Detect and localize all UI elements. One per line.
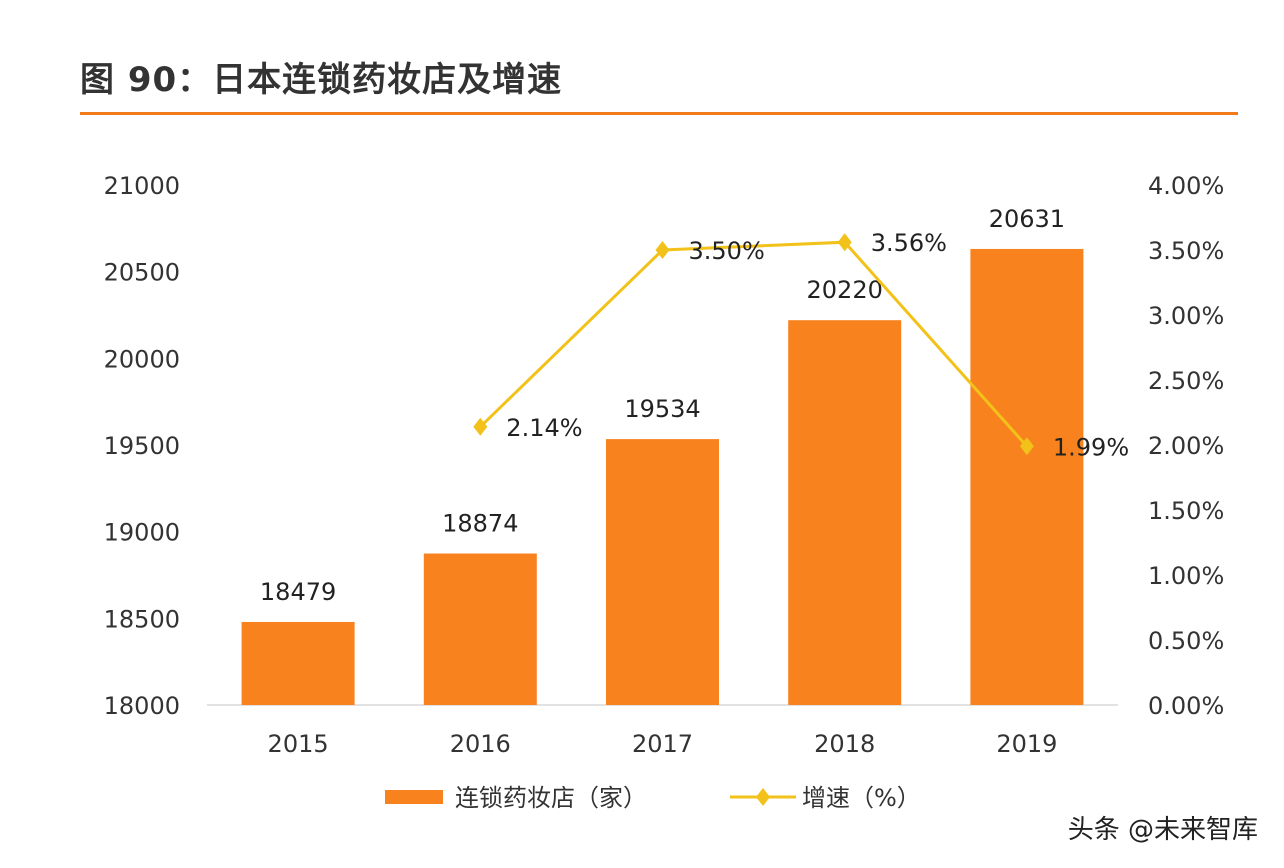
y-right-tick-label: 3.00% [1148, 302, 1224, 330]
y-right-tick-label: 4.00% [1148, 172, 1224, 200]
x-tick-label: 2016 [450, 730, 511, 758]
y-left-tick-label: 19000 [104, 519, 180, 547]
chart-title: 图 90：日本连锁药妆店及增速 [80, 60, 563, 100]
growth-marker [837, 233, 852, 252]
y-right-tick-label: 3.50% [1148, 237, 1224, 265]
growth-line [479, 240, 1029, 448]
x-tick-label: 2019 [996, 730, 1057, 758]
bar-data-label: 18874 [442, 510, 518, 538]
growth-data-label: 3.50% [689, 237, 765, 265]
y-right-tick-label: 1.50% [1148, 497, 1224, 525]
bar-data-label: 19534 [624, 395, 700, 423]
y-left-tick-label: 19500 [104, 432, 180, 460]
legend-line-label: 增速（%） [802, 784, 921, 812]
y-right-tick-label: 1.00% [1148, 562, 1224, 590]
legend-bar-swatch [385, 790, 443, 804]
growth-marker [655, 241, 670, 259]
y-left-tick-label: 20500 [104, 259, 180, 287]
legend-line-marker [756, 788, 770, 806]
y-right-tick-label: 2.00% [1148, 432, 1224, 460]
y-left-tick-label: 18500 [104, 605, 180, 633]
bar [606, 439, 719, 705]
y-right-tick-label: 2.50% [1148, 367, 1224, 395]
watermark: 头条 @未来智库 [1067, 815, 1258, 845]
bar [970, 248, 1084, 705]
y-left-tick-label: 18000 [104, 692, 180, 720]
y-left-tick-label: 21000 [104, 172, 180, 200]
bar [423, 553, 537, 705]
growth-data-label: 2.14% [506, 414, 582, 442]
growth-data-label: 1.99% [1053, 433, 1129, 461]
bar [241, 621, 355, 705]
y-left-tick-label: 20000 [104, 345, 180, 373]
growth-marker [473, 417, 488, 436]
growth-marker [1019, 437, 1034, 456]
legend-bar-label: 连锁药妆店（家） [455, 784, 647, 812]
bar-data-label: 20631 [989, 205, 1065, 233]
bar [788, 320, 902, 705]
x-tick-label: 2017 [632, 730, 693, 758]
x-tick-label: 2015 [268, 730, 329, 758]
growth-data-label: 3.56% [871, 229, 947, 257]
bar-data-label: 18479 [260, 578, 336, 606]
y-right-tick-label: 0.50% [1148, 627, 1224, 655]
title-divider [80, 112, 1238, 115]
bar-data-label: 20220 [807, 276, 883, 304]
x-tick-label: 2018 [814, 730, 875, 758]
y-right-tick-label: 0.00% [1148, 692, 1224, 720]
